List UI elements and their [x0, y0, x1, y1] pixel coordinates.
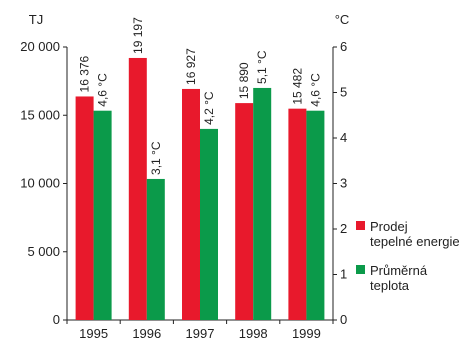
x-tick-label: 1996: [132, 326, 161, 341]
data-label-avg-temperature: 4,6 °C: [308, 73, 322, 107]
legend-swatch: [356, 221, 365, 230]
left-tick-label: 5 000: [27, 244, 60, 259]
bar-heat-sales: [182, 88, 200, 321]
left-axis-unit: TJ: [29, 12, 43, 27]
legend-label: teplota: [370, 278, 410, 293]
right-tick-label: 4: [340, 130, 347, 145]
legend-swatch: [356, 265, 365, 274]
bar-avg-temperature: [306, 110, 325, 320]
right-tick-label: 2: [340, 221, 347, 236]
axes: 0 5 000 10 000 15 000 20 000 0 1 2 3 4 5 6 1995 1996 1…: [20, 39, 347, 341]
left-tick-label: 20 000: [20, 39, 60, 54]
right-tick-label: 5: [340, 85, 347, 100]
bar-heat-sales: [235, 103, 254, 320]
right-tick-label: 6: [340, 39, 347, 54]
right-axis-unit: °C: [335, 12, 350, 27]
bar-heat-sales: [288, 108, 307, 320]
data-label-avg-temperature: 3,1 °C: [149, 141, 163, 175]
bar-heat-sales: [75, 96, 94, 321]
bar-heat-sales: [128, 57, 147, 321]
bar-avg-temperature: [146, 178, 165, 320]
data-label-heat-sales: 16 376: [78, 55, 92, 92]
x-tick-label: 1997: [186, 326, 215, 341]
data-label-heat-sales: 15 482: [290, 68, 304, 105]
legend-label: tepelné energie: [370, 234, 460, 249]
data-label-heat-sales: 15 890: [237, 62, 251, 99]
bar-avg-temperature: [253, 87, 272, 320]
bar-avg-temperature: [200, 128, 218, 320]
legend-label: Průměrná: [370, 263, 428, 278]
left-tick-label: 10 000: [20, 176, 60, 191]
data-label-avg-temperature: 4,2 °C: [202, 91, 216, 125]
data-label-avg-temperature: 5,1 °C: [255, 50, 269, 84]
x-tick-label: 1998: [239, 326, 268, 341]
data-label-avg-temperature: 4,6 °C: [96, 73, 110, 107]
bar-avg-temperature: [93, 110, 112, 320]
right-tick-label: 1: [340, 267, 347, 282]
right-tick-label: 0: [340, 312, 347, 327]
bars: [75, 57, 325, 321]
left-tick-label: 15 000: [20, 107, 60, 122]
right-tick-label: 3: [340, 176, 347, 191]
data-labels: 16 376 4,6 °C 19 197 3,1 °C 16 927 4,2 °C 15 8…: [78, 17, 323, 175]
data-label-heat-sales: 19 197: [131, 17, 145, 54]
data-label-heat-sales: 16 927: [184, 48, 198, 85]
x-tick-label: 1995: [79, 326, 108, 341]
left-tick-label: 0: [53, 312, 60, 327]
legend-label: Prodej: [370, 219, 408, 234]
x-tick-label: 1999: [292, 326, 321, 341]
